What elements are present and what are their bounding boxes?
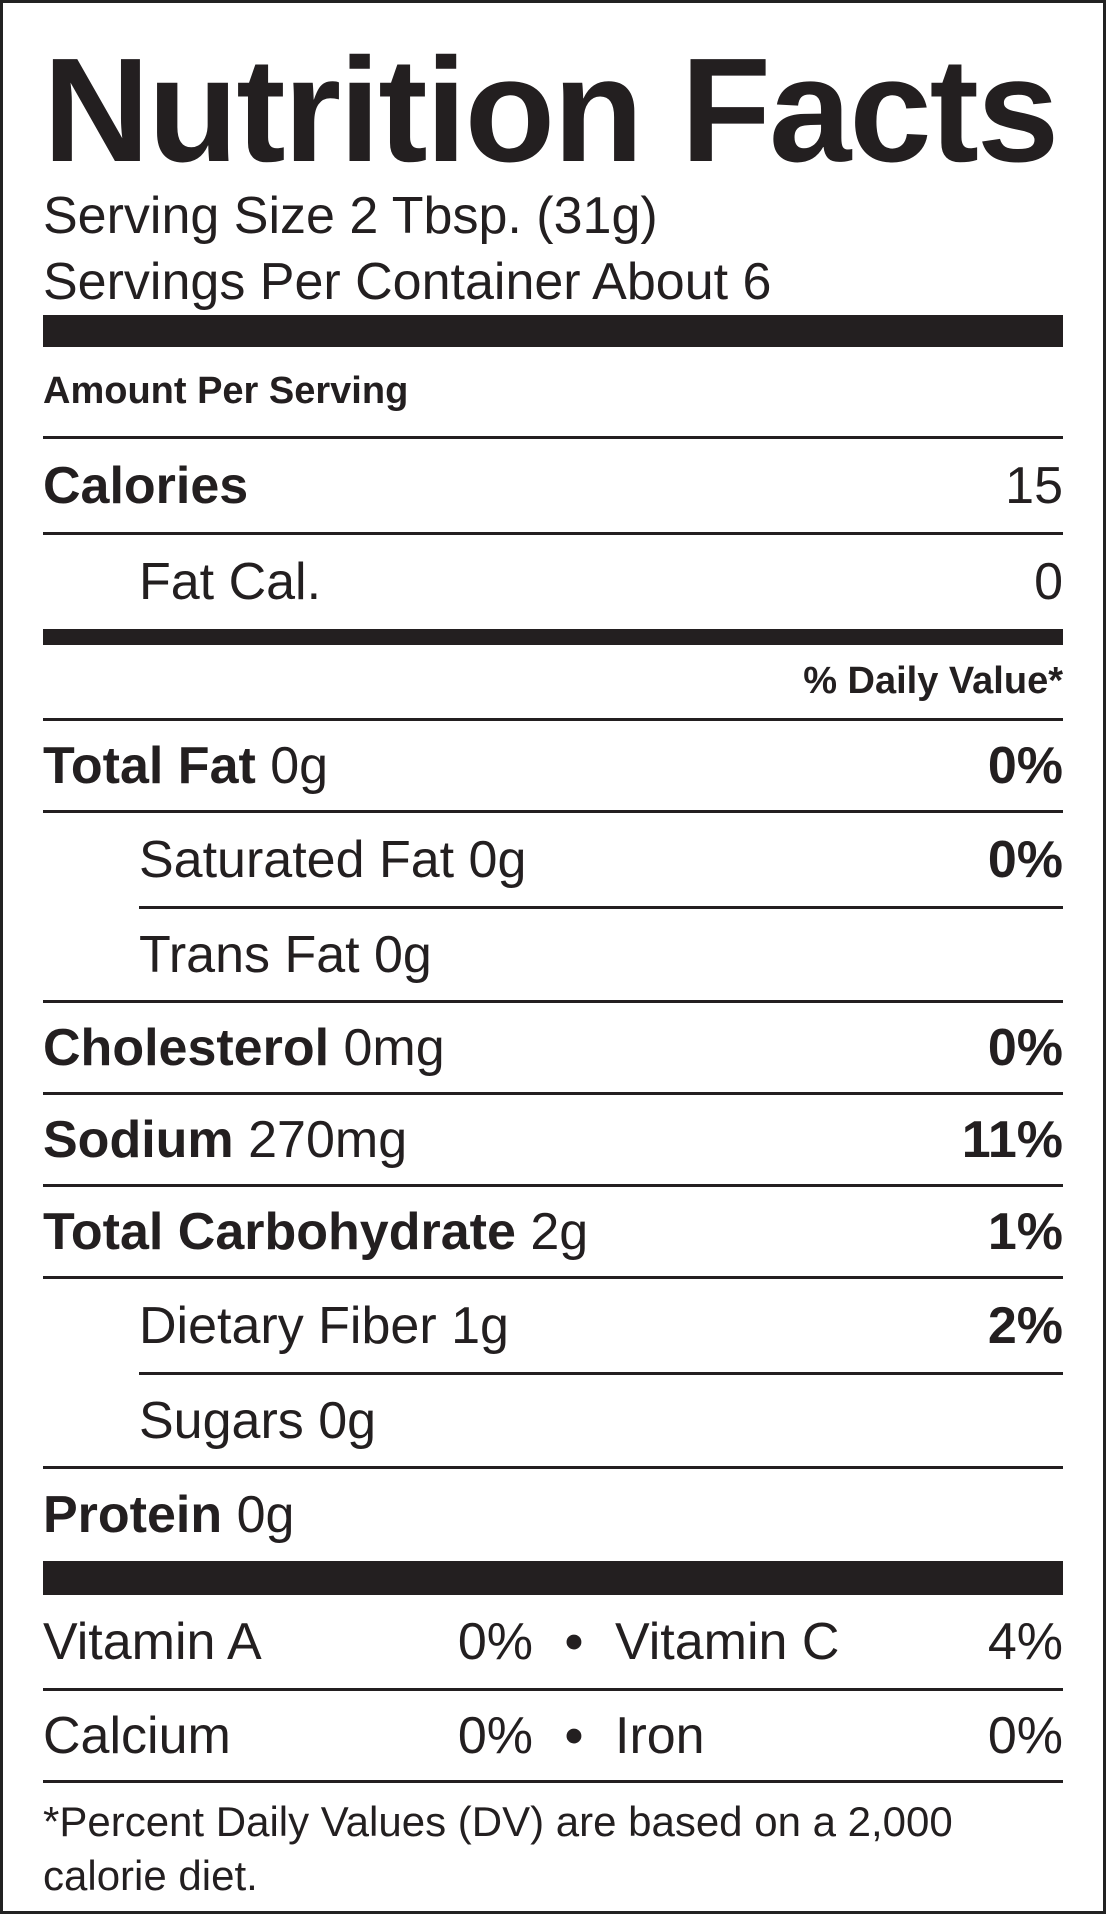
trans-fat-row: Trans Fat 0g	[43, 909, 1063, 1003]
sodium-text: Sodium 270mg	[43, 1110, 407, 1170]
dietary-fiber-row: Dietary Fiber 1g 2%	[139, 1279, 1063, 1375]
trans-fat-label: Trans Fat 0g	[139, 925, 432, 984]
total-carbohydrate-row: Total Carbohydrate 2g 1%	[43, 1187, 1063, 1279]
fat-calories-label: Fat Cal.	[139, 553, 322, 611]
vitamin-row-1-cells: Vitamin A 0% • Vitamin C 4%	[43, 1612, 1063, 1672]
calcium-pct: 0%	[457, 1706, 533, 1765]
total-fat-amount: 0g	[270, 736, 329, 795]
cholesterol-row: Cholesterol 0mg 0%	[43, 1003, 1063, 1095]
total-carbohydrate-label: Total Carbohydrate	[43, 1202, 516, 1261]
iron-pct: 0%	[987, 1706, 1063, 1765]
thick-divider-top	[43, 315, 1063, 347]
vitamin-row-2-cells: Calcium 0% • Iron 0%	[43, 1706, 1063, 1766]
daily-value-header: % Daily Value*	[803, 660, 1063, 702]
daily-value-header-row: % Daily Value*	[43, 645, 1063, 721]
bullet-separator: •	[564, 1612, 584, 1671]
bullet-separator: •	[564, 1706, 584, 1765]
footnote: *Percent Daily Values (DV) are based on …	[43, 1798, 953, 1899]
vitamin-c-label: Vitamin C	[615, 1612, 840, 1671]
sodium-label: Sodium	[43, 1110, 234, 1169]
total-fat-row: Total Fat 0g 0%	[43, 721, 1063, 813]
saturated-fat-row: Saturated Fat 0g 0%	[139, 813, 1063, 909]
fat-calories-row: Fat Cal. 0	[43, 535, 1063, 629]
cholesterol-label: Cholesterol	[43, 1018, 330, 1077]
vitamin-c-pct: 4%	[987, 1612, 1063, 1671]
total-carbohydrate-text: Total Carbohydrate 2g	[43, 1202, 588, 1262]
vitamin-a-label: Vitamin A	[43, 1612, 262, 1671]
amount-per-serving: Amount Per Serving	[43, 370, 409, 412]
vitamin-row-2: Calcium 0% • Iron 0%	[43, 1691, 1063, 1783]
fat-calories-value: 0	[1034, 553, 1063, 611]
label-title: Nutrition Facts	[43, 28, 1059, 193]
sodium-amount: 270mg	[248, 1110, 408, 1169]
calories-label: Calories	[43, 456, 249, 515]
serving-size: Serving Size 2 Tbsp. (31g)	[43, 187, 658, 245]
protein-row: Protein 0g	[43, 1469, 1063, 1561]
sodium-dv: 11%	[961, 1110, 1063, 1169]
total-carbohydrate-dv: 1%	[987, 1202, 1063, 1261]
protein-text: Protein 0g	[43, 1485, 294, 1545]
total-fat-text: Total Fat 0g	[43, 736, 328, 796]
dietary-fiber-label: Dietary Fiber 1g	[139, 1296, 509, 1355]
iron-label: Iron	[615, 1706, 705, 1765]
sugars-label: Sugars 0g	[139, 1391, 377, 1450]
vitamin-a-pct: 0%	[457, 1612, 533, 1671]
cholesterol-text: Cholesterol 0mg	[43, 1018, 445, 1078]
amount-per-serving-row: Amount Per Serving	[43, 347, 1063, 439]
saturated-fat-dv: 0%	[987, 830, 1063, 889]
dietary-fiber-dv: 2%	[987, 1296, 1063, 1355]
thick-divider-bottom	[43, 1561, 1063, 1595]
vitamin-row-1: Vitamin A 0% • Vitamin C 4%	[43, 1595, 1063, 1691]
cholesterol-amount: 0mg	[343, 1018, 445, 1077]
servings-per-container: Servings Per Container About 6	[43, 253, 772, 311]
calories-row: Calories 15	[43, 439, 1063, 535]
total-carbohydrate-amount: 2g	[530, 1202, 589, 1261]
calories-value: 15	[1005, 456, 1063, 515]
total-fat-label: Total Fat	[43, 736, 256, 795]
protein-label: Protein	[43, 1486, 223, 1544]
sugars-row: Sugars 0g	[43, 1375, 1063, 1469]
thick-divider-calories	[43, 629, 1063, 645]
sodium-row: Sodium 270mg 11%	[43, 1095, 1063, 1187]
calcium-label: Calcium	[43, 1706, 231, 1765]
total-fat-dv: 0%	[987, 736, 1063, 795]
cholesterol-dv: 0%	[987, 1018, 1063, 1077]
protein-amount: 0g	[236, 1486, 295, 1544]
saturated-fat-label: Saturated Fat 0g	[139, 830, 527, 889]
serving-info: Serving Size 2 Tbsp. (31g) Servings Per …	[43, 183, 1063, 315]
